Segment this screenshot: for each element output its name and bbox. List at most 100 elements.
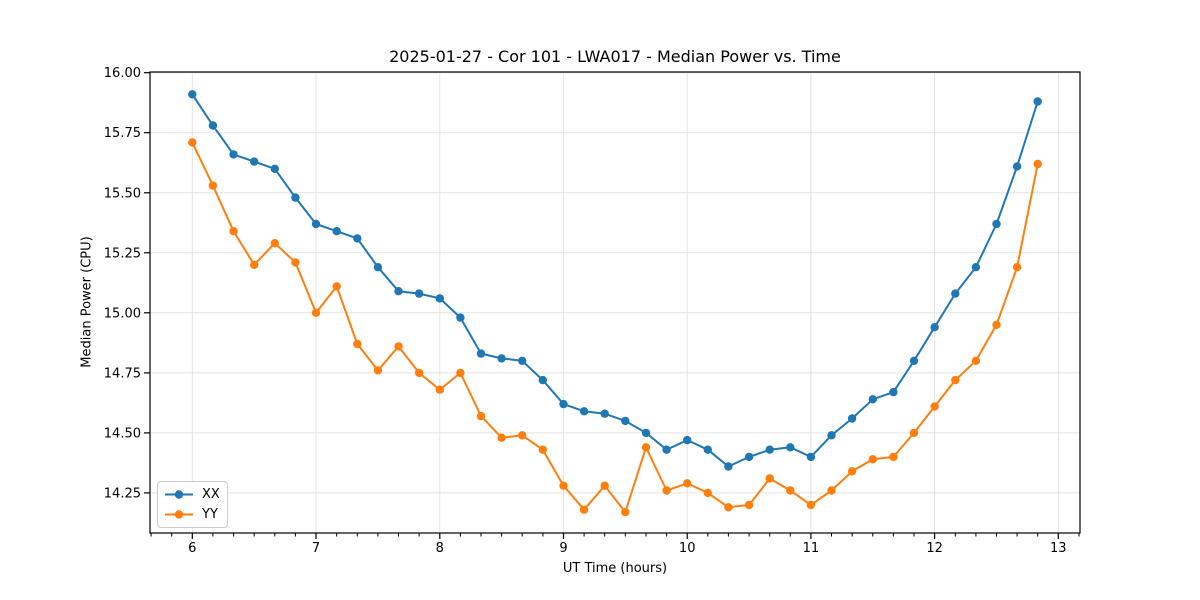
data-point-YY bbox=[188, 138, 197, 147]
y-tick-label: 14.25 bbox=[104, 486, 141, 501]
data-point-YY bbox=[1012, 263, 1022, 272]
data-point-YY bbox=[456, 368, 465, 378]
x-tick-label: 7 bbox=[312, 541, 320, 556]
data-point-YY bbox=[394, 342, 403, 351]
data-point-XX bbox=[518, 356, 527, 365]
data-point-YY bbox=[311, 308, 321, 317]
data-point-XX bbox=[1012, 162, 1022, 171]
data-point-XX bbox=[909, 356, 919, 365]
data-point-YY bbox=[868, 455, 877, 464]
data-point-YY bbox=[291, 258, 300, 267]
y-tick-label: 15.25 bbox=[104, 246, 141, 261]
y-tick-label: 14.75 bbox=[104, 366, 141, 381]
y-tick-label: 15.00 bbox=[104, 306, 141, 321]
data-point-XX bbox=[291, 193, 300, 202]
data-point-XX bbox=[662, 445, 671, 454]
series-line-XX bbox=[191, 93, 1039, 468]
data-point-YY bbox=[353, 339, 362, 349]
data-point-YY bbox=[229, 227, 238, 236]
data-point-XX bbox=[538, 375, 547, 385]
x-tick-label: 8 bbox=[436, 541, 444, 556]
data-point-YY bbox=[765, 474, 774, 483]
y-axis-label: Median Power (CPU) bbox=[79, 236, 95, 368]
data-point-YY bbox=[827, 486, 836, 495]
plot-border bbox=[149, 71, 1081, 534]
data-point-XX bbox=[414, 289, 424, 298]
data-point-XX bbox=[394, 287, 403, 296]
data-point-XX bbox=[703, 445, 712, 454]
series-line-YY bbox=[191, 141, 1039, 514]
data-point-XX bbox=[827, 431, 836, 440]
data-point-XX bbox=[332, 227, 341, 236]
x-tick-label: 12 bbox=[926, 541, 943, 556]
legend: XX YY bbox=[157, 481, 228, 528]
data-point-XX bbox=[208, 121, 218, 130]
x-tick-label: 11 bbox=[803, 541, 820, 556]
data-point-YY bbox=[559, 481, 568, 490]
data-point-XX bbox=[353, 234, 362, 243]
data-point-XX bbox=[579, 407, 589, 416]
data-point-XX bbox=[786, 443, 795, 452]
data-point-XX bbox=[806, 452, 816, 462]
data-point-YY bbox=[579, 505, 589, 514]
data-point-YY bbox=[270, 239, 279, 248]
data-point-YY bbox=[621, 507, 630, 517]
data-point-XX bbox=[868, 395, 877, 404]
data-point-YY bbox=[889, 452, 898, 462]
data-point-YY bbox=[951, 375, 960, 385]
data-point-YY bbox=[414, 368, 424, 378]
data-point-YY bbox=[497, 433, 506, 442]
data-point-XX bbox=[744, 452, 754, 462]
y-tick-label: 14.50 bbox=[104, 426, 141, 441]
x-tick-label: 13 bbox=[1050, 541, 1067, 556]
data-point-YY bbox=[641, 443, 651, 452]
data-point-XX bbox=[373, 263, 383, 272]
legend-label: XX bbox=[202, 487, 220, 503]
chart-title: 2025-01-27 - Cor 101 - LWA017 - Median P… bbox=[389, 47, 841, 66]
data-point-YY bbox=[600, 481, 609, 490]
legend-item-YY: YY bbox=[164, 507, 221, 522]
data-point-YY bbox=[435, 385, 444, 394]
legend-swatch-icon bbox=[165, 510, 193, 519]
data-point-XX bbox=[600, 409, 609, 418]
legend-item-XX: XX bbox=[164, 487, 221, 502]
data-point-YY bbox=[683, 479, 692, 488]
data-point-XX bbox=[724, 462, 733, 471]
legend-label: YY bbox=[202, 506, 218, 522]
data-point-XX bbox=[229, 150, 238, 159]
data-point-YY bbox=[847, 467, 857, 476]
x-tick-label: 10 bbox=[679, 541, 696, 556]
data-point-YY bbox=[703, 488, 712, 498]
data-point-XX bbox=[250, 157, 259, 166]
data-point-XX bbox=[311, 219, 321, 229]
data-point-YY bbox=[250, 260, 259, 269]
y-tick-label: 16.00 bbox=[104, 66, 141, 81]
data-point-YY bbox=[744, 500, 754, 510]
data-point-YY bbox=[930, 402, 939, 411]
data-point-YY bbox=[538, 445, 547, 454]
data-point-YY bbox=[724, 503, 733, 512]
data-point-XX bbox=[992, 219, 1001, 229]
data-point-YY bbox=[332, 282, 341, 291]
data-point-YY bbox=[662, 486, 671, 495]
data-point-XX bbox=[456, 313, 465, 322]
data-point-YY bbox=[992, 320, 1001, 329]
data-point-XX bbox=[951, 289, 960, 298]
data-point-XX bbox=[435, 294, 444, 303]
data-point-YY bbox=[806, 500, 816, 510]
data-point-XX bbox=[683, 435, 692, 445]
data-point-XX bbox=[847, 414, 857, 423]
data-point-XX bbox=[559, 399, 568, 409]
x-axis-label: UT Time (hours) bbox=[562, 561, 668, 576]
data-point-XX bbox=[497, 354, 506, 363]
y-tick-label: 15.75 bbox=[104, 126, 141, 141]
data-point-XX bbox=[621, 416, 630, 426]
data-point-YY bbox=[909, 428, 919, 438]
data-point-YY bbox=[208, 181, 218, 190]
data-point-YY bbox=[476, 411, 486, 421]
data-point-XX bbox=[270, 164, 279, 173]
data-point-XX bbox=[641, 428, 651, 438]
data-point-XX bbox=[188, 90, 197, 99]
